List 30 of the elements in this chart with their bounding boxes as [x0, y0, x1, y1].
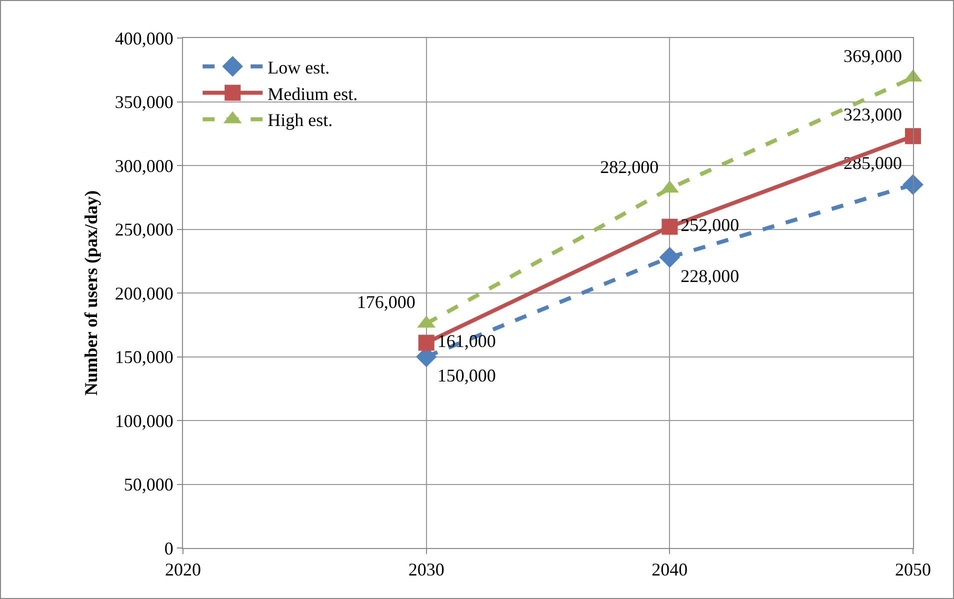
legend-label: High est.: [268, 110, 333, 130]
legend-label: Medium est.: [268, 84, 358, 104]
point: [905, 128, 921, 144]
y-axis-title: Number of users (pax/day): [81, 190, 102, 396]
point: [662, 218, 678, 235]
y-tick-label: 350,000: [114, 92, 174, 112]
x-tick-label: 2030: [408, 560, 444, 580]
point: [902, 174, 924, 196]
data-label: 323,000: [844, 104, 902, 125]
data-label: 369,000: [844, 46, 902, 66]
data-label: 150,000: [437, 365, 496, 386]
data-label: 176,000: [356, 292, 416, 312]
data-label: 282,000: [600, 156, 659, 177]
y-tick-label: 300,000: [114, 156, 174, 176]
y-tick-label: 250,000: [114, 220, 174, 240]
data-label: 228,000: [680, 266, 740, 286]
y-tick-label: 150,000: [114, 347, 174, 368]
legend-label: Low est.: [268, 57, 330, 78]
point: [659, 246, 680, 268]
y-tick-label: 0: [164, 538, 174, 558]
y-tick-label: 400,000: [114, 28, 174, 48]
y-tick-label: 200,000: [114, 283, 174, 304]
data-label: 252,000: [680, 215, 740, 236]
x-tick-label: 2020: [165, 560, 201, 580]
data-label: 161,000: [437, 331, 496, 352]
x-tick-label: 2050: [895, 560, 931, 580]
x-tick-label: 2040: [652, 560, 688, 580]
y-tick-label: 50,000: [124, 474, 174, 495]
y-tick-label: 100,000: [114, 410, 174, 431]
point: [418, 334, 434, 351]
